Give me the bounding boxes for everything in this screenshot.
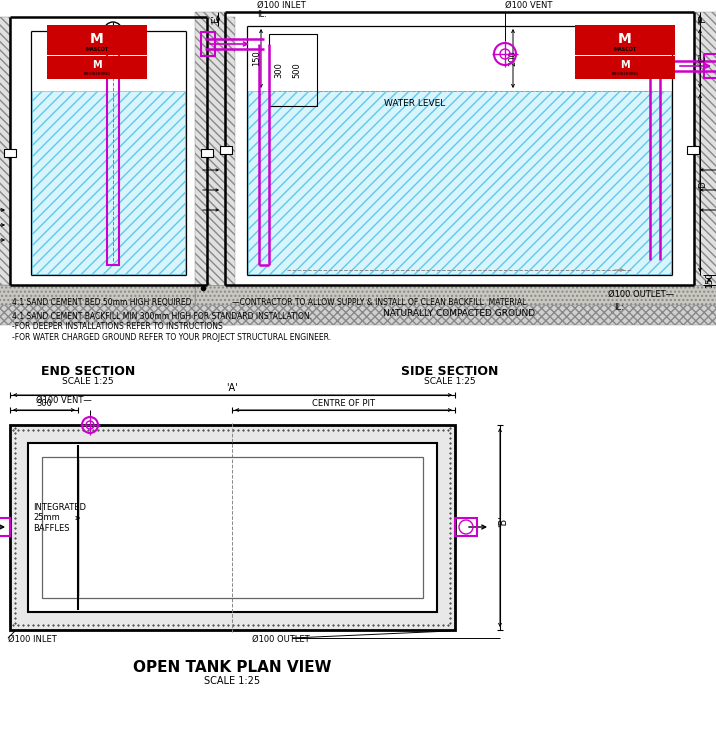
Bar xyxy=(47,56,147,80)
Bar xyxy=(107,39,119,265)
Text: —CONTRACTOR TO ALLOW SUPPLY & INSTALL OF CLEAN BACKFILL  MATERIAL: —CONTRACTOR TO ALLOW SUPPLY & INSTALL OF… xyxy=(232,298,526,307)
Text: Ø100 OUTLET: Ø100 OUTLET xyxy=(252,635,309,644)
Bar xyxy=(32,91,185,274)
Bar xyxy=(704,54,716,78)
Bar xyxy=(269,34,317,106)
Text: Ø100 INLET: Ø100 INLET xyxy=(8,635,57,644)
Text: 'B': 'B' xyxy=(498,515,508,527)
Bar xyxy=(575,25,675,55)
Text: M: M xyxy=(92,60,102,70)
Bar xyxy=(28,443,437,612)
Text: Ø100 INLET: Ø100 INLET xyxy=(257,1,306,10)
Text: MASCOT: MASCOT xyxy=(614,47,637,52)
Bar xyxy=(0,17,10,285)
Text: M: M xyxy=(620,60,630,70)
Text: CENTRE OF PIT: CENTRE OF PIT xyxy=(311,399,374,408)
Bar xyxy=(195,285,716,305)
Bar xyxy=(0,305,235,325)
Bar xyxy=(687,146,699,154)
Text: SCALE 1:25: SCALE 1:25 xyxy=(424,377,476,386)
Bar xyxy=(220,146,232,154)
Text: 300: 300 xyxy=(36,399,52,408)
Text: 'C': 'C' xyxy=(699,53,707,63)
Text: INTEGRATED
25mm
BAFFLES: INTEGRATED 25mm BAFFLES xyxy=(33,503,86,533)
Text: 200: 200 xyxy=(508,50,518,66)
Text: Ø100 OUTLET—: Ø100 OUTLET— xyxy=(608,290,674,299)
Bar xyxy=(4,149,16,157)
Text: 'F': 'F' xyxy=(699,14,707,24)
Bar xyxy=(0,518,10,536)
Text: Ø100 VENT—: Ø100 VENT— xyxy=(37,396,92,405)
Bar xyxy=(10,425,455,630)
Bar xyxy=(195,305,716,325)
Bar xyxy=(0,285,235,305)
Text: IL:: IL: xyxy=(614,303,624,312)
Bar xyxy=(201,32,215,56)
Text: 'A': 'A' xyxy=(226,383,238,393)
Text: SCALE 1:25: SCALE 1:25 xyxy=(204,676,260,686)
Text: M: M xyxy=(90,32,104,46)
Text: 4:1 SAND CEMENT BED 50mm HIGH REQUIRED: 4:1 SAND CEMENT BED 50mm HIGH REQUIRED xyxy=(12,298,191,307)
Bar xyxy=(455,518,477,536)
Text: IL:: IL: xyxy=(257,10,267,19)
Bar xyxy=(195,12,225,305)
Text: 4:1 SAND CEMENT BACKFILL MIN 300mm HIGH FOR STANDARD INSTALLATION.
-FOR DEEPER I: 4:1 SAND CEMENT BACKFILL MIN 300mm HIGH … xyxy=(12,312,331,342)
Text: 'D': 'D' xyxy=(699,178,707,189)
Bar xyxy=(575,56,675,80)
Text: M: M xyxy=(618,32,632,46)
Text: WATER LEVEL: WATER LEVEL xyxy=(384,99,445,108)
Bar xyxy=(248,91,671,274)
Text: ENGINEERING: ENGINEERING xyxy=(83,72,111,76)
Text: 150: 150 xyxy=(253,50,261,66)
Bar xyxy=(47,25,147,55)
Bar xyxy=(694,12,716,305)
Text: MASCOT: MASCOT xyxy=(85,47,109,52)
Text: END SECTION: END SECTION xyxy=(41,365,135,378)
Bar xyxy=(42,457,423,598)
Text: 300: 300 xyxy=(274,62,284,78)
Bar xyxy=(207,17,235,285)
Text: 'E': 'E' xyxy=(211,14,221,24)
Text: ENGINEERING: ENGINEERING xyxy=(611,72,639,76)
Text: OPEN TANK PLAN VIEW: OPEN TANK PLAN VIEW xyxy=(132,660,332,675)
Text: 500: 500 xyxy=(293,62,301,78)
Bar xyxy=(201,149,213,157)
Text: NATURALLY COMPACTED GROUND: NATURALLY COMPACTED GROUND xyxy=(383,309,535,318)
Text: 150: 150 xyxy=(705,272,715,288)
Text: Ø100 VENT: Ø100 VENT xyxy=(505,1,552,10)
Text: SCALE 1:25: SCALE 1:25 xyxy=(62,377,114,386)
Text: SIDE SECTION: SIDE SECTION xyxy=(401,365,498,378)
